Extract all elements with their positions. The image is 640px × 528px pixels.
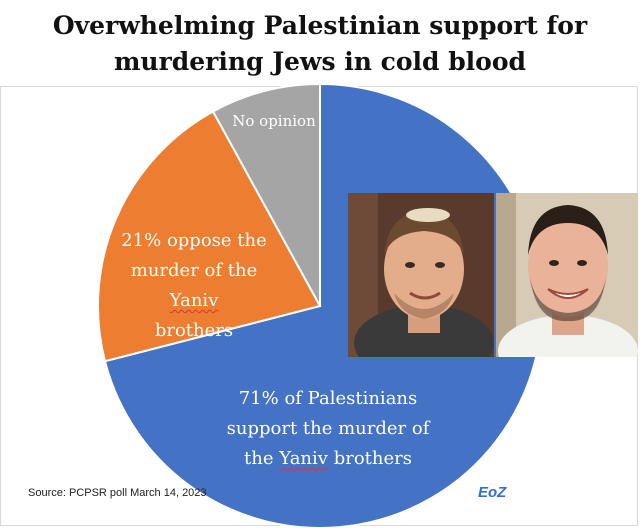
- support-line-3c: brothers: [327, 448, 412, 469]
- oppose-line-2: murder of the Yaniv: [114, 256, 274, 316]
- support-line-3b: Yaniv: [279, 448, 328, 469]
- oppose-line-3: brothers: [154, 320, 234, 341]
- title-line-2: murdering Jews in cold blood: [113, 47, 526, 76]
- support-line-3a: the: [244, 448, 280, 469]
- no-opinion-text: No opinion: [232, 112, 316, 130]
- oppose-line-2a: murder of the: [130, 260, 258, 281]
- slice-label-support: 71% of Palestinians support the murder o…: [222, 384, 434, 474]
- eoz-logo: EoZ: [478, 484, 507, 501]
- chart-title: Overwhelming Palestinian support for mur…: [0, 8, 640, 80]
- photo-brother-right: [496, 193, 638, 357]
- oppose-line-1: 21% oppose the: [121, 230, 267, 251]
- slice-label-oppose: 21% oppose the murder of the Yaniv broth…: [114, 226, 274, 346]
- pie-slice-oppose: [97, 110, 322, 363]
- photo-brother-left: [348, 193, 494, 357]
- support-line-3: the Yaniv brothers: [222, 444, 434, 474]
- title-line-1: Overwhelming Palestinian support for: [52, 11, 588, 40]
- source-note: Source: PCPSR poll March 14, 2023: [28, 487, 207, 499]
- oppose-line-2b: Yaniv: [169, 290, 219, 311]
- support-line-2: support the murder of: [226, 418, 430, 439]
- support-line-1: 71% of Palestinians: [238, 388, 418, 409]
- slice-label-no-opinion: No opinion: [226, 110, 322, 132]
- pie-slice-no-opinion: [211, 82, 321, 307]
